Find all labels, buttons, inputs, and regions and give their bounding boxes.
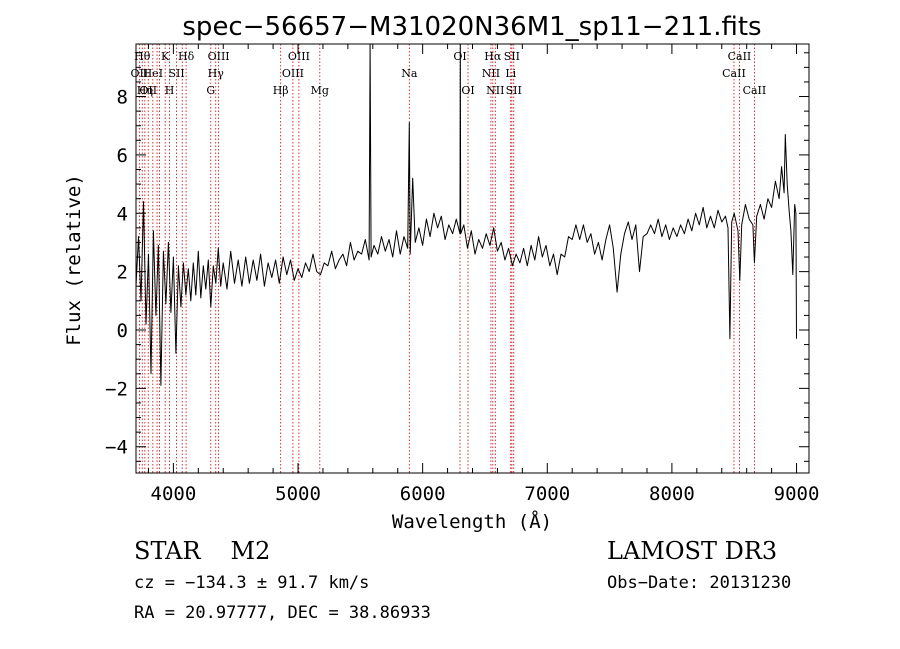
spectrum-line <box>135 43 797 386</box>
x-tick-label-6000: 6000 <box>400 483 446 505</box>
line-marker-label-21: OI <box>461 84 474 97</box>
line-marker-label-2: Hη <box>137 84 153 97</box>
line-marker-label-1: Hθ <box>134 50 151 63</box>
spectrum-series <box>135 43 797 386</box>
y-tick-label-6: 8 <box>117 87 128 109</box>
line-marker-label-3: OII <box>139 84 157 97</box>
class-label: STAR <box>134 537 201 565</box>
y-axis-label: Flux (relative) <box>63 174 85 346</box>
line-marker-label-11: Hδ <box>178 50 195 63</box>
y-tick-label-2: 0 <box>117 320 128 342</box>
line-marker-label-24: NII <box>486 84 504 97</box>
line-marker-label-15: Hβ <box>273 84 289 97</box>
redshift-readout: cz = −134.3 ± 91.7 km/s <box>134 573 370 593</box>
line-marker-label-16: OIII <box>282 67 304 80</box>
line-marker-label-4: HeI <box>143 67 163 80</box>
line-marker-label-9: SII <box>169 67 185 80</box>
x-tick-label-7000: 7000 <box>524 483 570 505</box>
subclass-label: M2 <box>230 537 271 565</box>
line-marker-label-28: CaII <box>722 67 746 80</box>
y-tick-label-0: −4 <box>105 437 128 459</box>
line-marker-label-14: OIII <box>208 50 230 63</box>
line-marker-label-23: Hα <box>484 50 502 63</box>
line-marker-label-25: Li <box>505 67 516 80</box>
line-marker-labels: OIIHθHηOIIHeIKHSIIHδGHγOIIIHβOIIIOIIIMgN… <box>131 50 767 97</box>
y-axis: −4 −2 0 2 4 6 8 <box>105 52 809 462</box>
y-tick-label-4: 4 <box>117 203 128 225</box>
line-marker-label-22: NII <box>482 67 500 80</box>
line-marker-label-7: K <box>161 50 170 63</box>
line-marker-label-27: SII <box>506 84 522 97</box>
object-class: STAR M2 <box>134 537 270 565</box>
x-axis: 4000 5000 6000 7000 8000 9000 <box>147 44 820 505</box>
coordinates-readout: RA = 20.97777, DEC = 38.86933 <box>134 603 431 623</box>
x-tick-label-8000: 8000 <box>649 483 695 505</box>
line-marker-label-26: SII <box>504 50 520 63</box>
line-marker-label-13: Hγ <box>208 67 225 80</box>
y-tick-label-1: −2 <box>105 378 128 400</box>
y-tick-label-5: 6 <box>117 145 128 167</box>
line-marker-label-17: OIII <box>288 50 310 63</box>
line-marker-label-0: OII <box>131 67 149 80</box>
observation-date: Obs−Date: 20131230 <box>607 573 792 593</box>
line-marker-label-30: CaII <box>743 84 767 97</box>
line-marker-label-8: H <box>165 84 175 97</box>
y-tick-label-3: 2 <box>117 262 128 284</box>
x-tick-label-4000: 4000 <box>151 483 197 505</box>
survey-label: LAMOST DR3 <box>607 537 778 565</box>
x-tick-label-9000: 9000 <box>774 483 820 505</box>
x-tick-label-5000: 5000 <box>275 483 321 505</box>
plot-frame <box>135 43 810 474</box>
line-marker-label-29: CaII <box>728 50 752 63</box>
line-marker-label-18: Mg <box>311 84 329 97</box>
line-marker-label-19: Na <box>401 67 418 80</box>
x-axis-label: Wavelength (Å) <box>392 510 552 533</box>
line-marker-label-12: G <box>206 84 215 97</box>
chart-title: spec−56657−M31020N36M1_sp11−211.fits <box>182 12 761 42</box>
